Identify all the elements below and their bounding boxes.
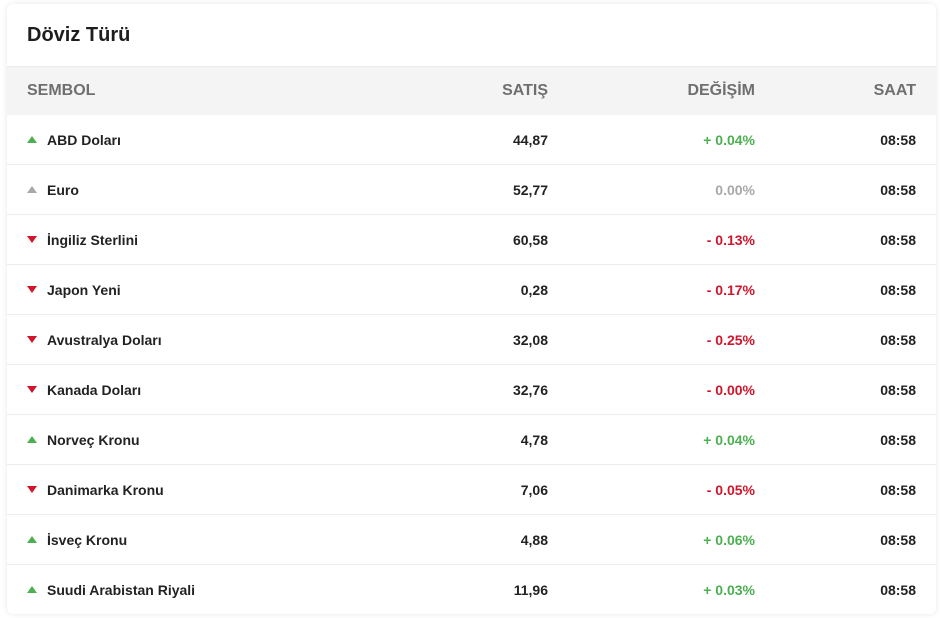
sell-price: 44,87 bbox=[512, 131, 548, 148]
time: 08:58 bbox=[880, 231, 916, 248]
trend-arrow-icon bbox=[27, 186, 37, 193]
currency-name[interactable]: ABD Doları bbox=[47, 131, 121, 148]
change-percent: + 0.03% bbox=[703, 581, 755, 598]
table-body: ABD Doları 44,87 + 0.04% 08:58 Euro 52,7… bbox=[7, 115, 936, 614]
sell-price: 11,96 bbox=[513, 581, 548, 598]
time: 08:58 bbox=[880, 131, 916, 148]
table-row[interactable]: Japon Yeni 0,28 - 0.17% 08:58 bbox=[7, 265, 936, 315]
currency-card: Döviz Türü SEMBOL SATIŞ DEĞİŞİM SAAT ABD… bbox=[7, 4, 936, 614]
time: 08:58 bbox=[880, 281, 916, 298]
header-degisim[interactable]: DEĞİŞİM bbox=[687, 82, 755, 99]
sell-price: 52,77 bbox=[512, 181, 548, 198]
trend-arrow-icon bbox=[27, 586, 37, 593]
trend-arrow-icon bbox=[27, 236, 37, 243]
table-row[interactable]: İngiliz Sterlini 60,58 - 0.13% 08:58 bbox=[7, 215, 936, 265]
trend-arrow-icon bbox=[27, 436, 37, 443]
currency-name[interactable]: İsveç Kronu bbox=[47, 531, 128, 548]
change-percent: + 0.06% bbox=[703, 531, 755, 548]
time: 08:58 bbox=[880, 481, 916, 498]
header-saat[interactable]: SAAT bbox=[873, 82, 916, 99]
table-row[interactable]: Avustralya Doları 32,08 - 0.25% 08:58 bbox=[7, 315, 936, 365]
table-row[interactable]: Norveç Kronu 4,78 + 0.04% 08:58 bbox=[7, 415, 936, 465]
currency-name[interactable]: Japon Yeni bbox=[47, 281, 121, 298]
trend-arrow-icon bbox=[27, 136, 37, 143]
sell-price: 4,88 bbox=[520, 531, 548, 548]
sell-price: 60,58 bbox=[512, 231, 548, 248]
time: 08:58 bbox=[880, 431, 916, 448]
change-percent: - 0.17% bbox=[706, 281, 755, 298]
sell-price: 0,28 bbox=[520, 281, 548, 298]
time: 08:58 bbox=[880, 331, 916, 348]
header-sembol[interactable]: SEMBOL bbox=[27, 82, 96, 99]
currency-name[interactable]: Suudi Arabistan Riyali bbox=[47, 581, 196, 598]
currency-name[interactable]: Norveç Kronu bbox=[47, 431, 140, 448]
change-percent: 0.00% bbox=[715, 181, 755, 198]
header-satis[interactable]: SATIŞ bbox=[502, 82, 548, 99]
table-row[interactable]: Euro 52,77 0.00% 08:58 bbox=[7, 165, 936, 215]
sell-price: 32,08 bbox=[512, 331, 548, 348]
currency-name[interactable]: İngiliz Sterlini bbox=[47, 231, 139, 248]
table-row[interactable]: Kanada Doları 32,76 - 0.00% 08:58 bbox=[7, 365, 936, 415]
currency-name[interactable]: Kanada Doları bbox=[47, 381, 142, 398]
time: 08:58 bbox=[880, 381, 916, 398]
card-title: Döviz Türü bbox=[7, 4, 936, 67]
time: 08:58 bbox=[880, 531, 916, 548]
change-percent: - 0.25% bbox=[706, 331, 755, 348]
trend-arrow-icon bbox=[27, 286, 37, 293]
sell-price: 7,06 bbox=[520, 481, 548, 498]
table-header: SEMBOL SATIŞ DEĞİŞİM SAAT bbox=[7, 67, 936, 115]
trend-arrow-icon bbox=[27, 486, 37, 493]
time: 08:58 bbox=[880, 581, 916, 598]
currency-name[interactable]: Euro bbox=[47, 181, 79, 198]
trend-arrow-icon bbox=[27, 536, 37, 543]
table-row[interactable]: Suudi Arabistan Riyali 11,96 + 0.03% 08:… bbox=[7, 565, 936, 614]
sell-price: 4,78 bbox=[520, 431, 548, 448]
trend-arrow-icon bbox=[27, 386, 37, 393]
trend-arrow-icon bbox=[27, 336, 37, 343]
time: 08:58 bbox=[880, 181, 916, 198]
change-percent: - 0.00% bbox=[706, 381, 755, 398]
table-row[interactable]: Danimarka Kronu 7,06 - 0.05% 08:58 bbox=[7, 465, 936, 515]
change-percent: - 0.05% bbox=[706, 481, 755, 498]
change-percent: + 0.04% bbox=[703, 431, 755, 448]
change-percent: - 0.13% bbox=[706, 231, 755, 248]
sell-price: 32,76 bbox=[512, 381, 548, 398]
currency-name[interactable]: Avustralya Doları bbox=[47, 331, 162, 348]
change-percent: + 0.04% bbox=[703, 131, 755, 148]
table-row[interactable]: ABD Doları 44,87 + 0.04% 08:58 bbox=[7, 115, 936, 165]
currency-name[interactable]: Danimarka Kronu bbox=[47, 481, 164, 498]
table-row[interactable]: İsveç Kronu 4,88 + 0.06% 08:58 bbox=[7, 515, 936, 565]
